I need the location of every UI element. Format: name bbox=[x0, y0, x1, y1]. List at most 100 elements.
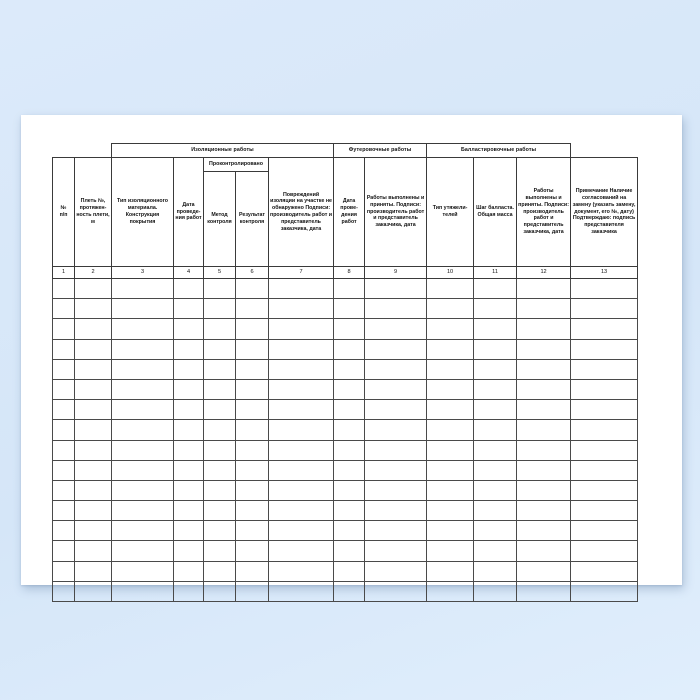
table-cell[interactable] bbox=[74, 419, 112, 441]
table-cell[interactable] bbox=[235, 479, 269, 502]
table-cell[interactable] bbox=[235, 540, 269, 562]
table-cell[interactable] bbox=[111, 500, 174, 522]
table-cell[interactable] bbox=[473, 378, 518, 401]
table-cell[interactable] bbox=[203, 277, 236, 300]
table-cell[interactable] bbox=[473, 358, 518, 380]
table-cell[interactable] bbox=[426, 378, 475, 401]
table-cell[interactable] bbox=[426, 520, 475, 542]
table-cell[interactable] bbox=[74, 318, 112, 340]
table-cell[interactable] bbox=[426, 298, 475, 320]
table-cell[interactable] bbox=[333, 277, 366, 300]
table-cell[interactable] bbox=[570, 459, 639, 481]
table-cell[interactable] bbox=[333, 358, 366, 380]
table-cell[interactable] bbox=[516, 318, 572, 340]
table-cell[interactable] bbox=[473, 419, 518, 441]
table-cell[interactable] bbox=[173, 419, 204, 441]
table-cell[interactable] bbox=[203, 419, 236, 441]
table-cell[interactable] bbox=[111, 540, 174, 562]
table-cell[interactable] bbox=[364, 298, 428, 320]
table-cell[interactable] bbox=[52, 338, 75, 360]
table-cell[interactable] bbox=[473, 277, 518, 300]
table-cell[interactable] bbox=[473, 560, 518, 582]
table-cell[interactable] bbox=[364, 419, 428, 441]
table-cell[interactable] bbox=[267, 358, 335, 380]
table-cell[interactable] bbox=[173, 338, 204, 360]
table-cell[interactable] bbox=[111, 318, 174, 340]
table-cell[interactable] bbox=[74, 540, 112, 562]
table-cell[interactable] bbox=[52, 580, 75, 603]
table-cell[interactable] bbox=[52, 378, 75, 401]
table-cell[interactable] bbox=[203, 358, 236, 380]
table-cell[interactable] bbox=[203, 580, 236, 603]
table-cell[interactable] bbox=[570, 479, 639, 502]
table-cell[interactable] bbox=[52, 520, 75, 542]
table-cell[interactable] bbox=[333, 459, 366, 481]
table-cell[interactable] bbox=[333, 479, 366, 502]
table-row[interactable] bbox=[52, 520, 639, 542]
table-cell[interactable] bbox=[516, 298, 572, 320]
table-row[interactable] bbox=[52, 378, 639, 401]
table-cell[interactable] bbox=[364, 399, 428, 421]
table-cell[interactable] bbox=[426, 277, 475, 300]
table-cell[interactable] bbox=[426, 500, 475, 522]
table-cell[interactable] bbox=[52, 399, 75, 421]
table-cell[interactable] bbox=[364, 338, 428, 360]
table-cell[interactable] bbox=[111, 399, 174, 421]
table-row[interactable] bbox=[52, 419, 639, 441]
table-cell[interactable] bbox=[235, 560, 269, 582]
table-cell[interactable] bbox=[173, 500, 204, 522]
table-cell[interactable] bbox=[516, 500, 572, 522]
table-cell[interactable] bbox=[74, 439, 112, 461]
table-cell[interactable] bbox=[516, 540, 572, 562]
table-cell[interactable] bbox=[364, 439, 428, 461]
table-cell[interactable] bbox=[235, 378, 269, 401]
table-cell[interactable] bbox=[473, 399, 518, 421]
table-row[interactable] bbox=[52, 358, 639, 380]
table-cell[interactable] bbox=[173, 439, 204, 461]
table-cell[interactable] bbox=[173, 358, 204, 380]
table-cell[interactable] bbox=[173, 540, 204, 562]
table-cell[interactable] bbox=[516, 399, 572, 421]
table-cell[interactable] bbox=[203, 378, 236, 401]
table-cell[interactable] bbox=[267, 338, 335, 360]
table-cell[interactable] bbox=[267, 540, 335, 562]
table-cell[interactable] bbox=[74, 459, 112, 481]
table-cell[interactable] bbox=[267, 439, 335, 461]
table-cell[interactable] bbox=[52, 459, 75, 481]
table-cell[interactable] bbox=[570, 277, 639, 300]
table-cell[interactable] bbox=[364, 479, 428, 502]
table-cell[interactable] bbox=[203, 479, 236, 502]
table-cell[interactable] bbox=[333, 500, 366, 522]
table-cell[interactable] bbox=[111, 378, 174, 401]
table-cell[interactable] bbox=[364, 378, 428, 401]
table-cell[interactable] bbox=[426, 459, 475, 481]
table-row[interactable] bbox=[52, 459, 639, 481]
table-cell[interactable] bbox=[516, 560, 572, 582]
table-cell[interactable] bbox=[203, 540, 236, 562]
table-cell[interactable] bbox=[74, 277, 112, 300]
table-cell[interactable] bbox=[473, 459, 518, 481]
table-cell[interactable] bbox=[333, 378, 366, 401]
table-cell[interactable] bbox=[473, 479, 518, 502]
table-row[interactable] bbox=[52, 439, 639, 461]
table-cell[interactable] bbox=[333, 540, 366, 562]
table-cell[interactable] bbox=[426, 399, 475, 421]
table-cell[interactable] bbox=[111, 298, 174, 320]
table-cell[interactable] bbox=[473, 520, 518, 542]
table-cell[interactable] bbox=[74, 338, 112, 360]
table-cell[interactable] bbox=[570, 560, 639, 582]
table-cell[interactable] bbox=[267, 459, 335, 481]
table-row[interactable] bbox=[52, 338, 639, 360]
table-cell[interactable] bbox=[267, 378, 335, 401]
table-cell[interactable] bbox=[333, 520, 366, 542]
table-cell[interactable] bbox=[235, 338, 269, 360]
table-cell[interactable] bbox=[173, 520, 204, 542]
table-cell[interactable] bbox=[516, 358, 572, 380]
table-cell[interactable] bbox=[235, 520, 269, 542]
table-cell[interactable] bbox=[74, 399, 112, 421]
table-cell[interactable] bbox=[74, 479, 112, 502]
table-row[interactable] bbox=[52, 540, 639, 562]
table-cell[interactable] bbox=[74, 378, 112, 401]
table-cell[interactable] bbox=[333, 419, 366, 441]
table-cell[interactable] bbox=[111, 520, 174, 542]
